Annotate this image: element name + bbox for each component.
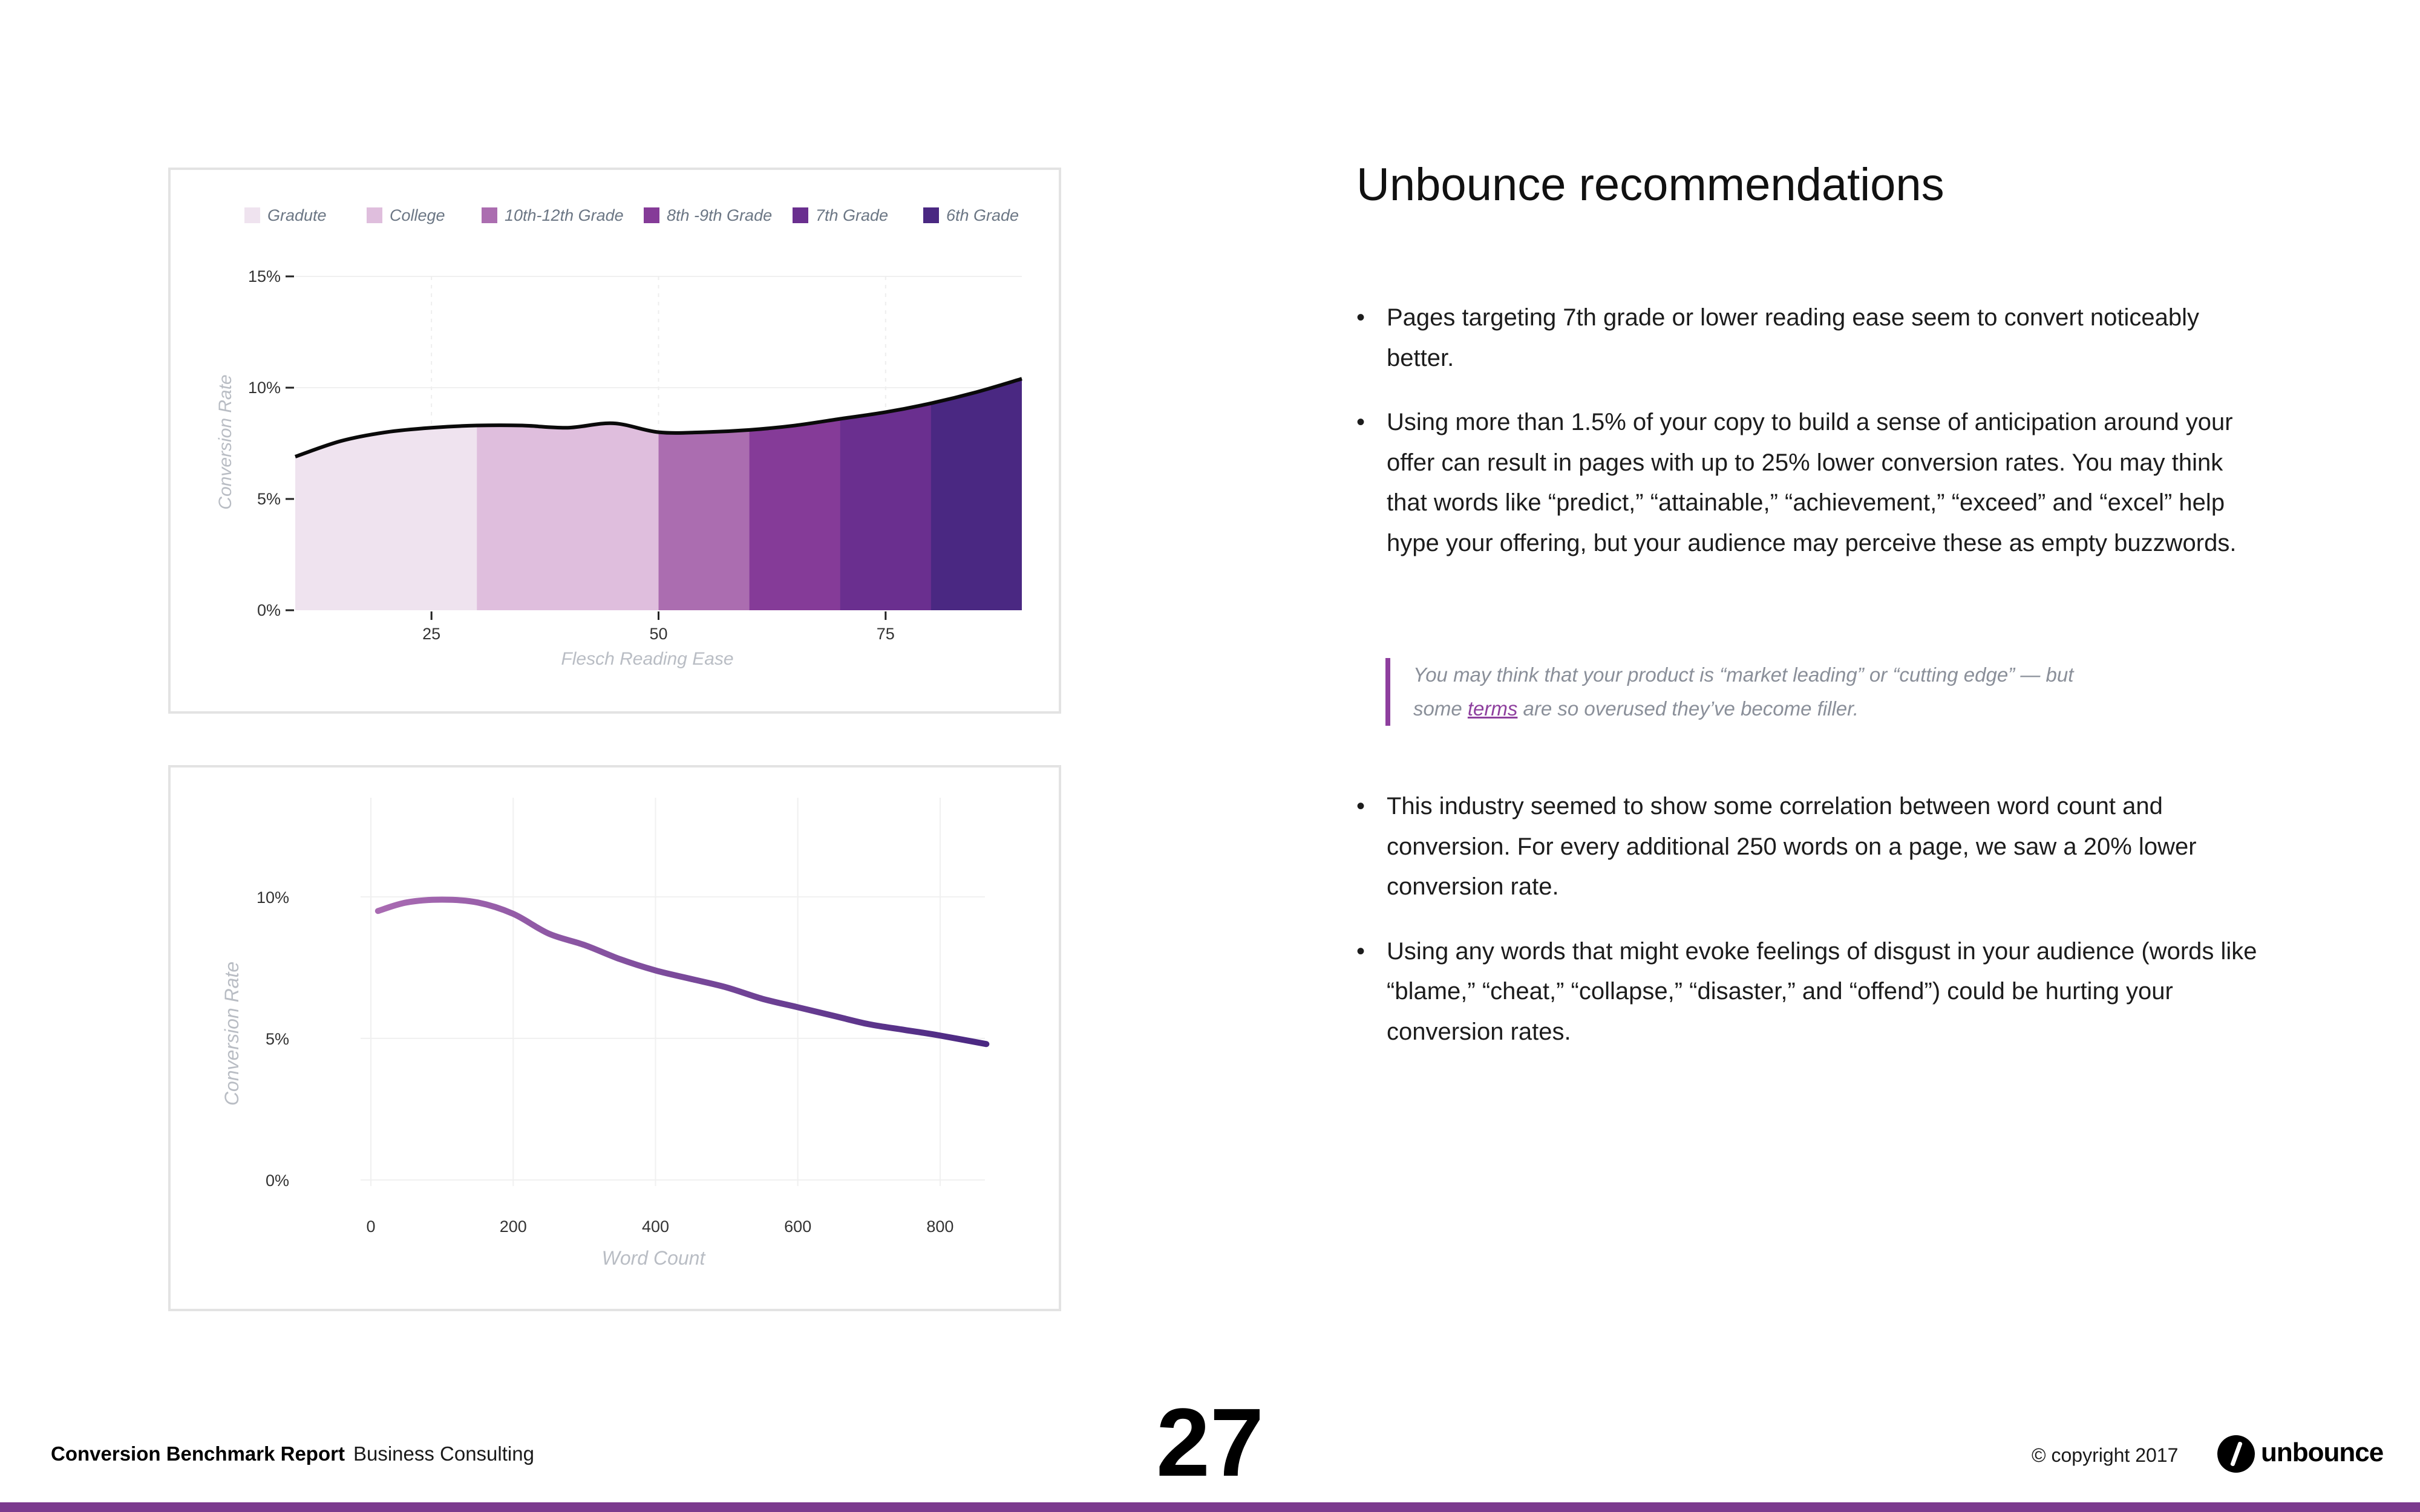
report-title: Conversion Benchmark Report (51, 1442, 345, 1465)
y-tick-label: 10% (257, 888, 289, 907)
industry-name: Business Consulting (353, 1442, 534, 1465)
recommendations-list-top: • Pages targeting 7th grade or lower read… (1356, 298, 2264, 587)
recommendation-item: • Using more than 1.5% of your copy to bu… (1356, 402, 2264, 563)
terms-link[interactable]: terms (1467, 697, 1518, 720)
y-axis-title: Conversion Rate (215, 374, 235, 509)
word-count-chart-svg: 0% 5% 10% 0 200 400 600 800 Word Count Conversion… (221, 798, 990, 1269)
y-tick-label: 5% (266, 1030, 289, 1048)
recommendation-text: Pages targeting 7th grade or lower readi… (1387, 304, 2200, 371)
y-tick-label: 0% (257, 601, 281, 619)
area-bands (295, 379, 1022, 610)
recommendation-item: • Pages targeting 7th grade or lower read… (1356, 298, 2264, 378)
band-6 (930, 379, 1022, 610)
legend-swatch (482, 207, 497, 223)
legend-swatch (644, 207, 659, 223)
legend-swatch (923, 207, 939, 223)
y-axis-title: Conversion Rate (221, 962, 243, 1106)
bullet-glyph: • (1356, 937, 1365, 965)
x-axis-title: Word Count (602, 1247, 706, 1269)
recommendation-item: • This industry seemed to show some corre… (1356, 786, 2264, 907)
copyright-text: © copyright 2017 (2032, 1444, 2179, 1466)
legend-label: 6th Grade (946, 206, 1019, 224)
section-heading: Unbounce recommendations (1356, 159, 1944, 210)
x-tick-label: 200 (500, 1217, 527, 1236)
band-2 (477, 379, 659, 610)
brand-name: unbounce (2261, 1438, 2384, 1467)
quote-pre: some (1413, 697, 1468, 720)
pull-quote: You may think that your product is “mark… (1385, 658, 2148, 726)
bullet-glyph: • (1356, 409, 1365, 435)
quote-line-1: You may think that your product is “mark… (1413, 663, 2074, 686)
bullet-glyph: • (1356, 304, 1365, 331)
x-tick-label: 0 (367, 1217, 376, 1236)
legend-label: College (390, 206, 445, 224)
quote-post: are so overused they’ve become filler. (1517, 697, 1859, 720)
y-tick-label: 10% (248, 379, 281, 397)
logo-mark-icon (2217, 1435, 2255, 1473)
x-tick-label: 800 (926, 1217, 953, 1236)
x-tick-label: 400 (642, 1217, 669, 1236)
recommendations-list-bottom: • This industry seemed to show some corre… (1356, 786, 2264, 1076)
band-3 (658, 379, 750, 610)
conversion-line (374, 896, 990, 1048)
bullet-glyph: • (1356, 793, 1365, 820)
footer-report-title: Conversion Benchmark Report Business Cons… (51, 1442, 534, 1465)
x-tick-label: 600 (784, 1217, 811, 1236)
y-tick-label: 5% (257, 490, 281, 508)
x-tick-label: 25 (422, 625, 440, 643)
x-tick-label: 75 (877, 625, 895, 643)
page-number: 27 (1156, 1388, 1264, 1496)
recommendation-item: • Using any words that might evoke feelin… (1356, 931, 2264, 1052)
recommendation-text: Using more than 1.5% of your copy to bui… (1387, 409, 2237, 556)
legend-label: Gradute (267, 206, 327, 224)
band-1 (295, 379, 477, 610)
legend-label: 8th -9th Grade (667, 206, 772, 224)
y-tick-label: 0% (266, 1171, 289, 1190)
band-5 (840, 379, 932, 610)
recommendation-text: Using any words that might evoke feeling… (1387, 937, 2257, 1045)
x-tick-label: 50 (649, 625, 667, 643)
conversion-curve (295, 377, 1022, 458)
word-count-chart: 0% 5% 10% 0 200 400 600 800 Word Count Conversion… (168, 765, 1061, 1311)
recommendation-text: This industry seemed to show some correl… (1387, 793, 2197, 900)
x-axis-title: Flesch Reading Ease (561, 649, 733, 669)
footer-accent-bar (0, 1502, 2420, 1512)
reading-ease-chart-svg: Gradute College 10th-12th Grade 8th -9th Gr… (215, 206, 1022, 669)
legend-swatch (367, 207, 382, 223)
y-tick-label: 15% (248, 267, 281, 285)
legend-label: 10th-12th Grade (505, 206, 624, 224)
reading-ease-chart: Gradute College 10th-12th Grade 8th -9th Gr… (168, 168, 1061, 714)
legend-label: 7th Grade (816, 206, 888, 224)
legend-swatch (793, 207, 808, 223)
band-4 (749, 379, 841, 610)
legend-swatch (244, 207, 260, 223)
